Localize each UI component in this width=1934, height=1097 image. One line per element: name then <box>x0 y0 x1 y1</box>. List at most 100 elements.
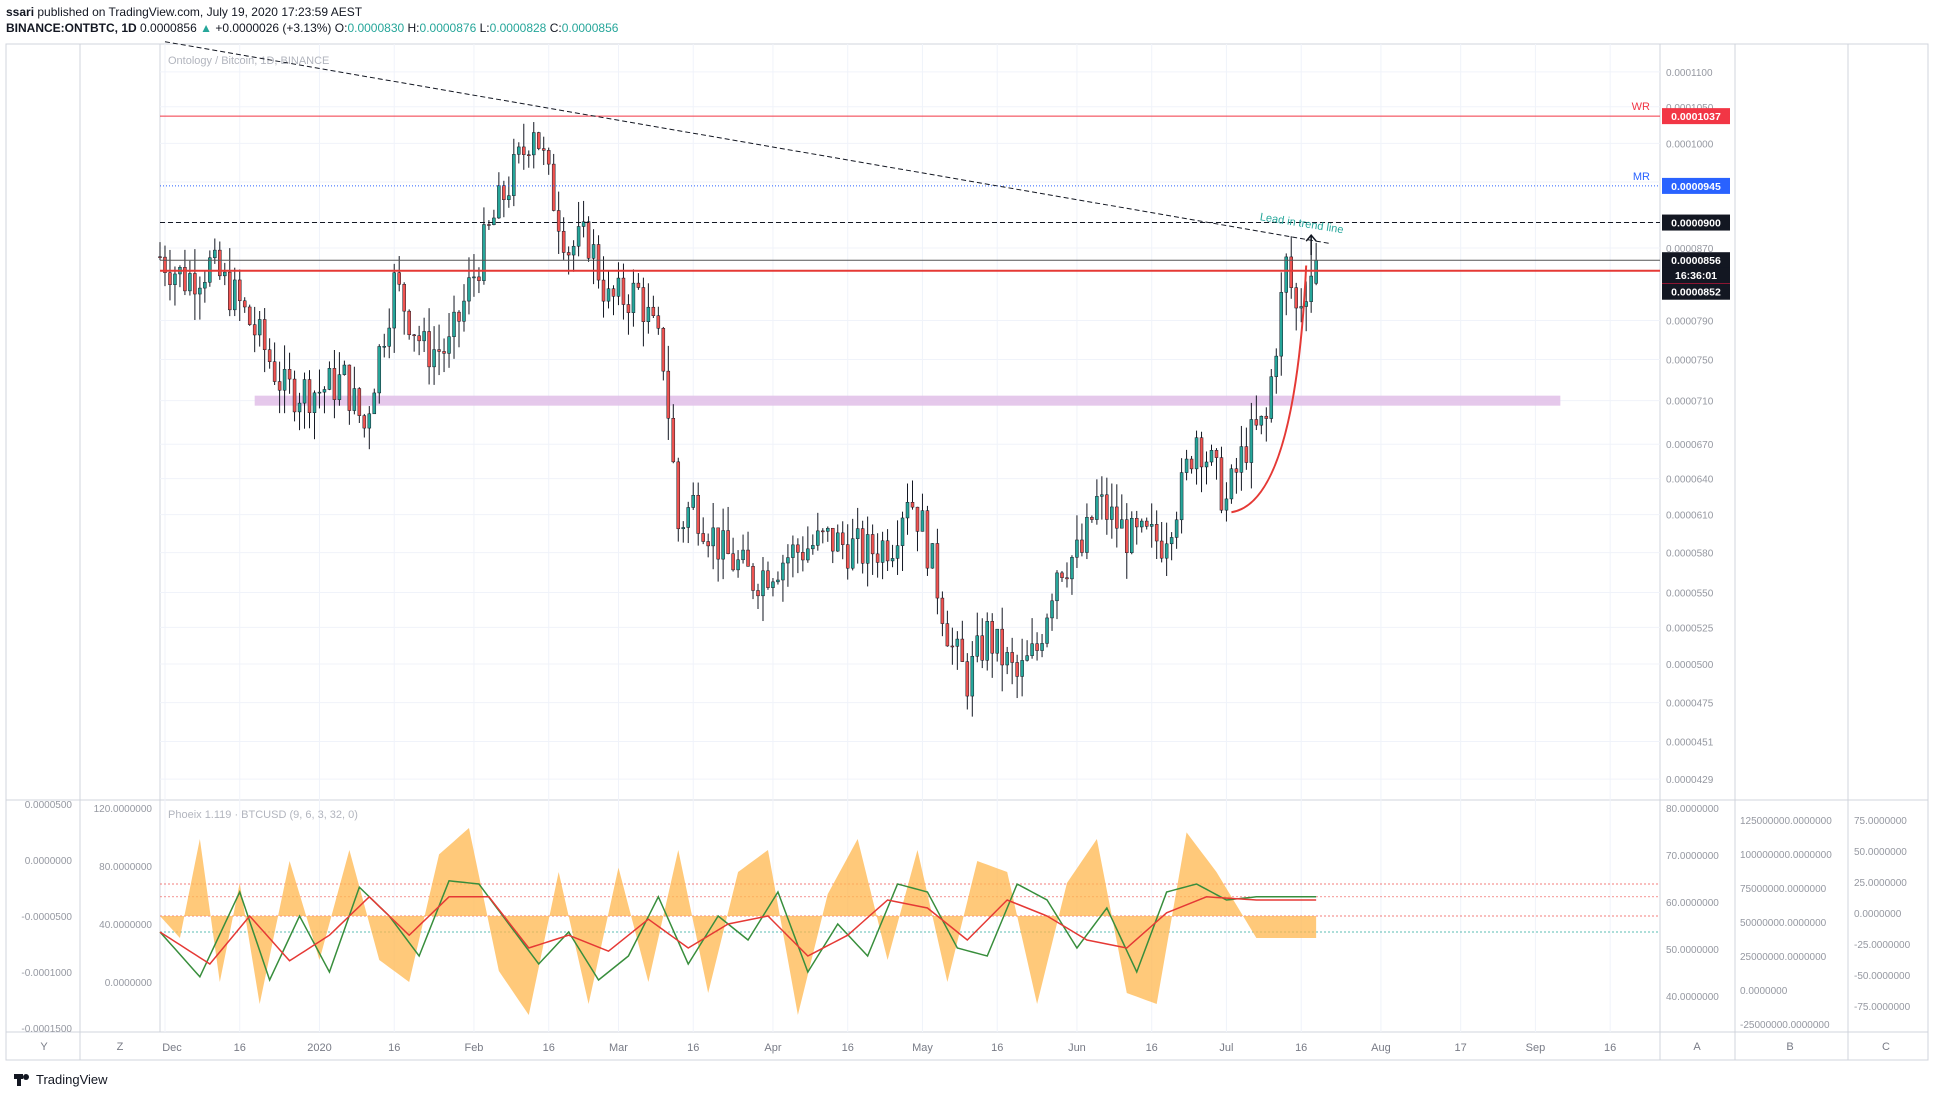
candle-body <box>796 544 800 553</box>
candle <box>711 503 715 570</box>
time-tick-label: 16 <box>543 1042 555 1054</box>
candle-body <box>890 558 895 562</box>
candle <box>467 257 471 315</box>
candle-body <box>527 154 531 156</box>
candle-body <box>1110 506 1114 520</box>
candle-body <box>771 581 775 588</box>
candle <box>297 392 302 431</box>
axis-button-bg <box>108 1036 132 1054</box>
candle <box>965 653 970 710</box>
candle <box>776 571 780 585</box>
axis-button-y[interactable]: Y <box>32 1036 56 1054</box>
candle-body <box>307 379 312 413</box>
candle <box>905 483 910 535</box>
candle <box>158 242 162 261</box>
candle-body <box>342 364 347 375</box>
ind-right-tick-3: 0.0000000 <box>1854 909 1902 920</box>
candle <box>870 524 875 575</box>
candle-body <box>362 415 367 429</box>
candle <box>1229 464 1234 504</box>
axis-button-b[interactable]: B <box>1778 1036 1802 1054</box>
candle-body <box>517 146 521 155</box>
support-zone <box>254 395 1561 406</box>
candle <box>1045 613 1049 648</box>
candle <box>1000 607 1004 692</box>
candle-body <box>621 277 626 305</box>
candle <box>332 349 337 419</box>
candle <box>1234 457 1239 494</box>
author[interactable]: ssari <box>6 5 35 19</box>
axis-button-bg <box>1685 1036 1709 1054</box>
candle <box>417 325 421 356</box>
candle <box>676 457 681 542</box>
candle-body <box>502 185 506 200</box>
time-tick-label: 17 <box>1455 1042 1467 1054</box>
candle-body <box>895 545 900 559</box>
candle <box>163 245 167 287</box>
candle <box>835 524 840 552</box>
candle-body <box>257 319 262 336</box>
price-tag-resistance-900: 0.0000900 <box>1671 218 1721 230</box>
candle <box>208 250 212 287</box>
candle <box>1005 646 1009 675</box>
candle-body <box>556 210 561 232</box>
candle <box>1224 482 1229 522</box>
candle-body <box>228 271 232 311</box>
candle-body <box>990 621 994 654</box>
candle-body <box>1229 468 1234 500</box>
price-tick-label: 0.0000525 <box>1666 623 1714 634</box>
candle-body <box>551 163 556 211</box>
candle-body <box>277 381 282 391</box>
candle <box>556 191 561 254</box>
candle <box>242 297 247 313</box>
candle-body <box>1045 617 1049 644</box>
low-label: L: <box>479 21 490 35</box>
axis-button-bg <box>1874 1036 1898 1054</box>
candle <box>1055 570 1059 620</box>
candle-body <box>586 221 591 259</box>
candle <box>233 267 237 317</box>
candle-body <box>786 557 790 564</box>
time-tick-label: 2020 <box>307 1042 331 1054</box>
tradingview-logo-icon <box>14 1073 30 1086</box>
candle <box>621 263 626 320</box>
candle <box>527 150 531 168</box>
candle <box>427 308 431 385</box>
price-tick-label: 0.0000451 <box>1666 738 1714 749</box>
candle <box>661 326 666 381</box>
price-tick-label: 0.0000475 <box>1666 699 1714 710</box>
candle-body <box>1289 256 1293 288</box>
candle-body <box>935 543 940 599</box>
price-tick-label: 0.0000429 <box>1666 775 1714 786</box>
candle-body <box>163 256 167 273</box>
candle-body <box>681 527 686 530</box>
candle-body <box>377 346 382 394</box>
candle-body <box>337 374 342 400</box>
candle-body <box>606 288 611 302</box>
candle-body <box>1005 652 1009 666</box>
candle-body <box>203 282 207 289</box>
ind-right-tick-3: 75.0000000 <box>1854 816 1907 827</box>
brand-label[interactable]: TradingView <box>36 1072 108 1087</box>
axis-button-z[interactable]: Z <box>108 1036 132 1054</box>
candle <box>970 641 975 717</box>
time-axis: Dec 16 2020 16 Feb 16 Mar 16 Apr 16 May 16 Jun 16 Jul 1… <box>162 1042 1616 1054</box>
candle-body <box>591 244 596 259</box>
candle-body <box>910 502 915 508</box>
candle-body <box>1105 494 1109 520</box>
candle-body <box>970 655 975 697</box>
axis-button-bg <box>32 1036 56 1054</box>
axis-button-c[interactable]: C <box>1874 1036 1898 1054</box>
candle-body <box>656 315 661 329</box>
candle <box>826 526 830 542</box>
candle <box>1184 449 1189 481</box>
candle <box>1199 431 1204 493</box>
candle <box>960 620 965 663</box>
axis-button-a[interactable]: A <box>1685 1036 1709 1054</box>
candle <box>1115 484 1119 548</box>
candle <box>472 254 476 297</box>
candle-body <box>1010 652 1014 663</box>
candle <box>910 480 915 510</box>
candle <box>517 142 521 164</box>
